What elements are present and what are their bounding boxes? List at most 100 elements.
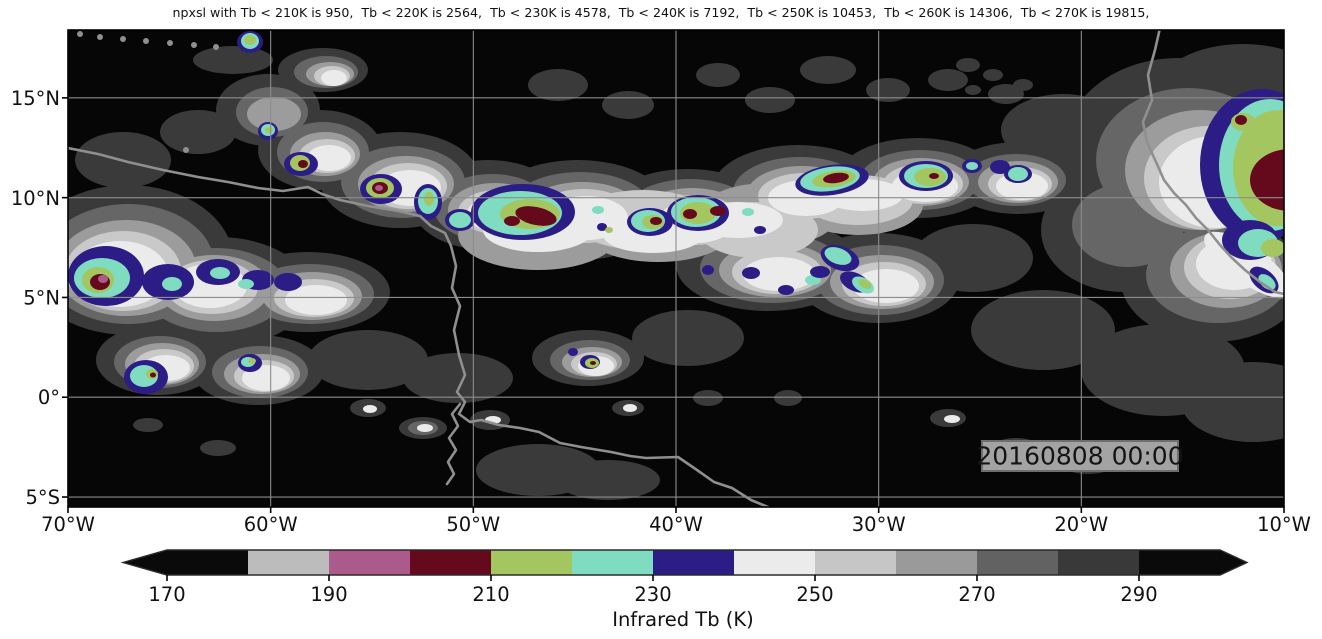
colorbar-segment	[815, 550, 896, 575]
cloud-blob	[988, 84, 1024, 104]
colorbar-tick-label: 250	[796, 583, 833, 606]
cloud-blob	[244, 35, 256, 45]
x-tick-label: 10°W	[1257, 513, 1311, 536]
cloud-blob	[778, 285, 794, 295]
cloud-blob	[929, 173, 939, 179]
cloud-blob	[247, 97, 301, 131]
colorbar-over-arrow	[1220, 550, 1247, 575]
cloud-blob	[285, 285, 347, 315]
cloud-blob	[160, 110, 236, 154]
y-tick-label: 10°N	[11, 187, 60, 210]
cloud-blob	[590, 361, 596, 365]
cloud-blob	[298, 160, 308, 168]
cloud-blob	[210, 267, 230, 279]
cloud-blob	[424, 192, 434, 206]
cloud-blob	[403, 353, 513, 403]
x-tick-label: 30°W	[852, 513, 906, 536]
timestamp-label: 20160808 00:00	[976, 442, 1183, 471]
cloud-blob	[321, 70, 347, 86]
cloud-blob	[449, 212, 471, 228]
x-tick-label: 50°W	[446, 513, 500, 536]
cloud-blob	[632, 310, 744, 366]
cloud-blob	[98, 275, 108, 283]
cloud-blob	[702, 265, 714, 275]
cloud-blob	[742, 267, 760, 279]
island-dot	[97, 34, 103, 40]
cloud-blob	[866, 78, 910, 102]
coastline-layer	[68, 30, 1284, 507]
cloud-blob	[1013, 79, 1033, 91]
coastline-africa	[1141, 30, 1284, 296]
cloud-blob	[956, 58, 980, 72]
colorbar-tick-label: 290	[1120, 583, 1157, 606]
cloud-blob	[944, 415, 960, 423]
cloud-blob	[605, 227, 613, 233]
colorbar-segment	[977, 550, 1058, 575]
cloud-blob	[983, 69, 1003, 81]
cloud-blob	[193, 46, 273, 74]
cloud-blob	[363, 405, 377, 413]
cloud-blob	[696, 63, 740, 87]
cloud-blob	[743, 257, 815, 291]
cloud-blob	[623, 404, 637, 412]
cloud-blob	[1001, 94, 1125, 166]
cloud-blob	[1261, 239, 1284, 257]
cloud-blob	[858, 279, 872, 289]
colorbar-tick-label: 230	[634, 583, 671, 606]
x-tick-label: 20°W	[1054, 513, 1108, 536]
timestamp-box	[981, 440, 1179, 472]
colorbar-segment	[1058, 550, 1139, 575]
cloud-blob	[928, 69, 968, 91]
x-tick-label: 40°W	[649, 513, 703, 536]
island-dot	[167, 40, 173, 46]
island-dot	[213, 44, 219, 50]
cloud-blob	[597, 223, 607, 231]
cloud-blob	[971, 290, 1115, 370]
cloud-blob	[742, 208, 754, 216]
cloud-blob	[265, 127, 273, 133]
cloud-blob	[823, 172, 849, 184]
cloud-blob	[824, 247, 852, 265]
cloud-blob	[650, 217, 662, 225]
cloud-blob	[274, 273, 302, 291]
cloud-blob	[693, 390, 723, 406]
cloud-blob	[1008, 167, 1028, 181]
y-tick-label: 0°	[38, 386, 60, 409]
cloud-blob	[238, 279, 254, 289]
cloud-blob	[853, 269, 919, 303]
cloud-blob	[745, 87, 795, 113]
cloud-blob	[248, 358, 256, 364]
cloud-blob	[774, 390, 802, 406]
cloud-blob	[990, 160, 1010, 174]
cloud-blob	[308, 330, 428, 390]
colorbar-segment	[167, 550, 248, 575]
colorbar-segment	[491, 550, 572, 575]
colorbar-title: Infrared Tb (K)	[612, 608, 754, 631]
map-area	[68, 30, 1284, 507]
cloud-blob	[568, 348, 578, 356]
colorbar-tick-label: 170	[148, 583, 185, 606]
axis-ticks	[62, 97, 1285, 513]
colorbar-segment	[734, 550, 815, 575]
colorbar-segment	[248, 550, 329, 575]
colorbar-segment	[572, 550, 653, 575]
cloud-blob	[810, 266, 830, 278]
x-tick-label: 70°W	[41, 513, 95, 536]
cloud-blob	[800, 56, 856, 84]
cloud-blob	[417, 424, 433, 432]
cloud-blob	[242, 365, 290, 391]
plot-title: npxsl with Tb < 210K is 950, Tb < 220K i…	[172, 5, 1150, 20]
island-dot	[143, 38, 149, 44]
cloud-blob	[1250, 149, 1284, 211]
island-dot	[120, 36, 126, 42]
coastline-amazon_river	[445, 402, 462, 486]
cloud-blob	[515, 206, 557, 226]
cloud-blob	[133, 418, 163, 432]
cloud-blob	[754, 226, 766, 234]
cloud-blob	[602, 91, 654, 119]
y-tick-label: 5°S	[25, 486, 60, 509]
colorbar-tick-label: 190	[310, 583, 347, 606]
island-dot	[77, 31, 83, 37]
colorbar	[120, 549, 1249, 581]
cloud-blob	[965, 85, 981, 95]
